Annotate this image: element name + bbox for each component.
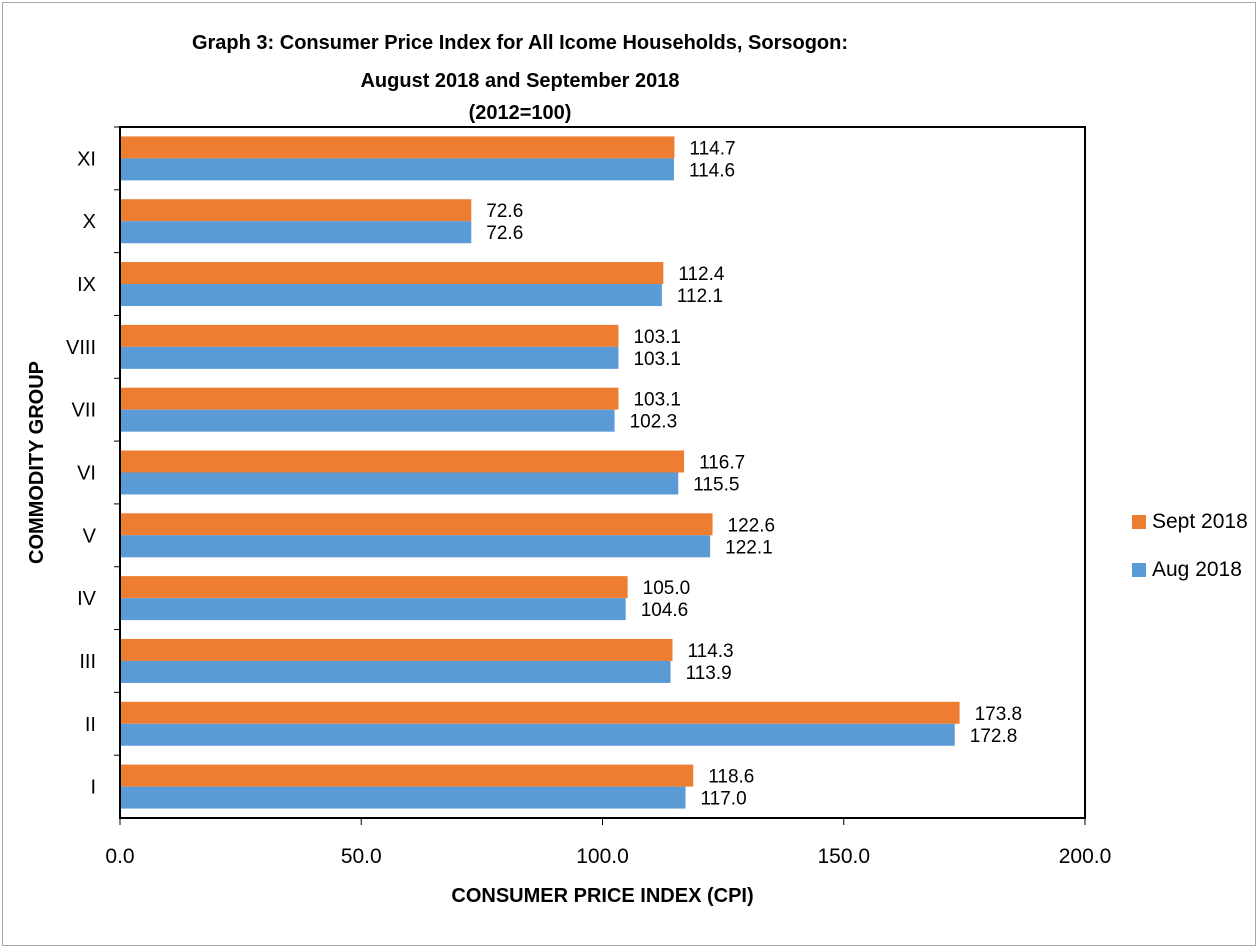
legend-item-aug: Aug 2018 [1132,558,1242,582]
data-label-sept-V: 122.6 [728,515,776,536]
category-label-IX: IX [77,274,96,296]
data-label-sept-XI: 114.7 [689,138,735,159]
category-label-I: I [90,777,96,799]
data-label-aug-I: 117.0 [701,789,747,810]
data-label-sept-II: 173.8 [975,704,1023,725]
chart-base-note: (2012=100) [468,102,572,124]
data-label-aug-VIII: 103.1 [633,349,681,370]
legend-label-aug: Aug 2018 [1152,558,1242,581]
data-label-aug-II: 172.8 [970,726,1018,747]
x-tick-label-4: 200.0 [1059,845,1112,868]
legend-swatch-aug [1132,563,1146,577]
bar-sept-I [121,764,694,787]
x-tick-label-2: 100.0 [576,845,629,868]
bar-sept-IV [121,576,628,599]
bar-sept-V [121,513,713,536]
data-label-aug-IV: 104.6 [641,600,689,621]
data-label-aug-XI: 114.6 [689,160,735,181]
category-label-VI: VI [77,463,96,485]
category-label-III: III [79,651,96,673]
bar-aug-VI [121,472,679,495]
data-label-sept-IX: 112.4 [678,264,725,285]
data-label-aug-X: 72.6 [486,223,523,244]
chart-subtitle: August 2018 and September 2018 [360,70,680,92]
bar-aug-II [121,723,955,746]
category-label-II: II [85,714,96,736]
chart-title: Graph 3: Consumer Price Index for All Ic… [191,32,849,54]
data-label-sept-VII: 103.1 [633,390,681,411]
data-label-sept-IV: 105.0 [643,578,691,599]
category-label-VII: VII [72,400,96,422]
category-label-IV: IV [77,588,97,610]
legend-item-sept: Sept 2018 [1132,510,1248,534]
x-axis-title: CONSUMER PRICE INDEX (CPI) [451,885,753,907]
x-tick-label-0: 0.0 [105,845,134,868]
legend-swatch-sept [1132,515,1146,529]
bar-sept-XI [121,136,675,159]
legend-label-sept: Sept 2018 [1152,510,1248,533]
bar-aug-I [121,786,686,809]
bar-aug-V [121,535,711,558]
x-tick-label-1: 50.0 [341,845,382,868]
category-label-VIII: VIII [66,337,96,359]
bar-aug-IX [121,284,662,307]
category-label-XI: XI [77,148,96,170]
data-label-sept-VI: 116.7 [699,453,745,474]
x-tick-label-3: 150.0 [817,845,870,868]
data-label-sept-VIII: 103.1 [633,327,681,348]
y-axis-title: COMMODITY GROUP [26,361,48,564]
category-label-V: V [83,525,97,547]
bar-sept-VI [121,450,685,473]
data-label-aug-V: 122.1 [725,537,773,558]
bar-sept-IX [121,262,664,285]
data-label-aug-VI: 115.5 [693,475,739,496]
data-label-aug-IX: 112.1 [677,286,723,307]
data-label-sept-I: 118.6 [708,767,754,788]
bar-aug-IV [121,598,626,621]
data-label-sept-III: 114.3 [687,641,733,662]
bar-aug-X [121,221,472,244]
bar-sept-VIII [121,324,619,347]
bar-sept-II [121,701,960,724]
bar-aug-XI [121,158,674,181]
data-label-aug-VII: 102.3 [630,412,678,433]
data-label-aug-III: 113.9 [686,663,732,684]
category-label-X: X [83,211,96,233]
bar-sept-X [121,199,472,222]
bar-aug-VIII [121,346,619,369]
bar-sept-VII [121,387,619,410]
bar-aug-VII [121,409,615,432]
data-label-sept-X: 72.6 [486,201,523,222]
bar-sept-III [121,638,673,661]
bar-aug-III [121,660,671,683]
